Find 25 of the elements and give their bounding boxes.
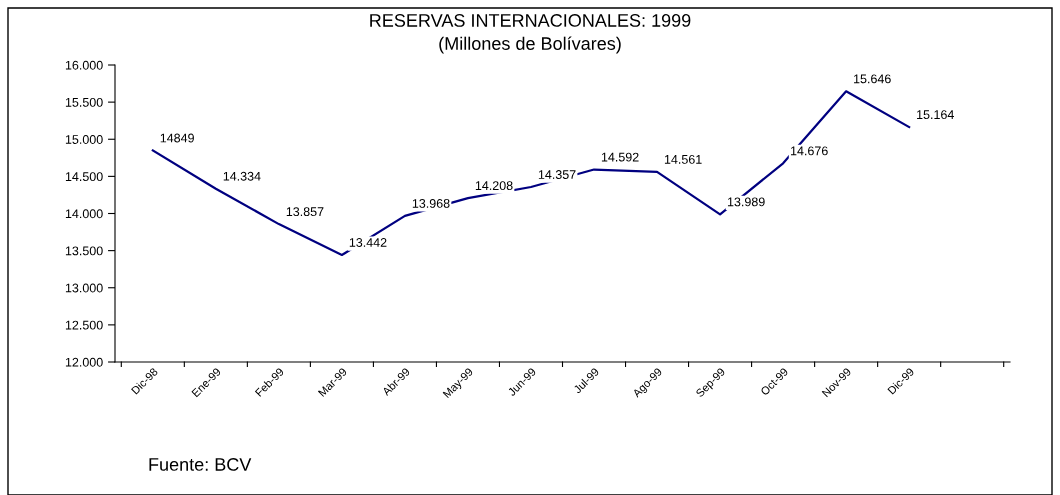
data-label: 13.989: [727, 197, 765, 207]
data-label: 14.592: [601, 152, 639, 162]
data-label: 15.646: [854, 74, 891, 84]
data-label: 13.857: [286, 207, 324, 217]
y-tick-label: 12.500: [65, 320, 103, 330]
y-tick-label: 15.000: [65, 135, 103, 144]
data-label: 13.968: [412, 199, 450, 208]
data-label: 14.357: [538, 170, 576, 179]
data-label: 14849: [160, 133, 194, 143]
y-tick-label: 13.500: [65, 246, 103, 256]
data-label: 14.676: [791, 146, 828, 156]
y-tick-label: 16.000: [65, 60, 103, 70]
data-label: 14.208: [475, 181, 513, 191]
y-tick-label: 13.000: [65, 283, 103, 293]
source-note: Fuente: BCV: [149, 458, 252, 471]
y-tick-label: 12.000: [65, 357, 103, 367]
y-tick-label: 14.500: [65, 172, 103, 182]
data-label: 14.334: [223, 171, 261, 181]
data-label: 13.442: [349, 238, 387, 247]
chart-title: RESERVAS INTERNACIONALES: 1999: [370, 14, 691, 27]
data-label: 14.561: [664, 154, 702, 164]
chart-subtitle: (Millones de Bolívares): [439, 36, 621, 54]
data-label: 15.164: [917, 110, 954, 120]
y-tick-label: 14.000: [65, 209, 103, 219]
y-tick-label: 15.500: [65, 97, 103, 107]
